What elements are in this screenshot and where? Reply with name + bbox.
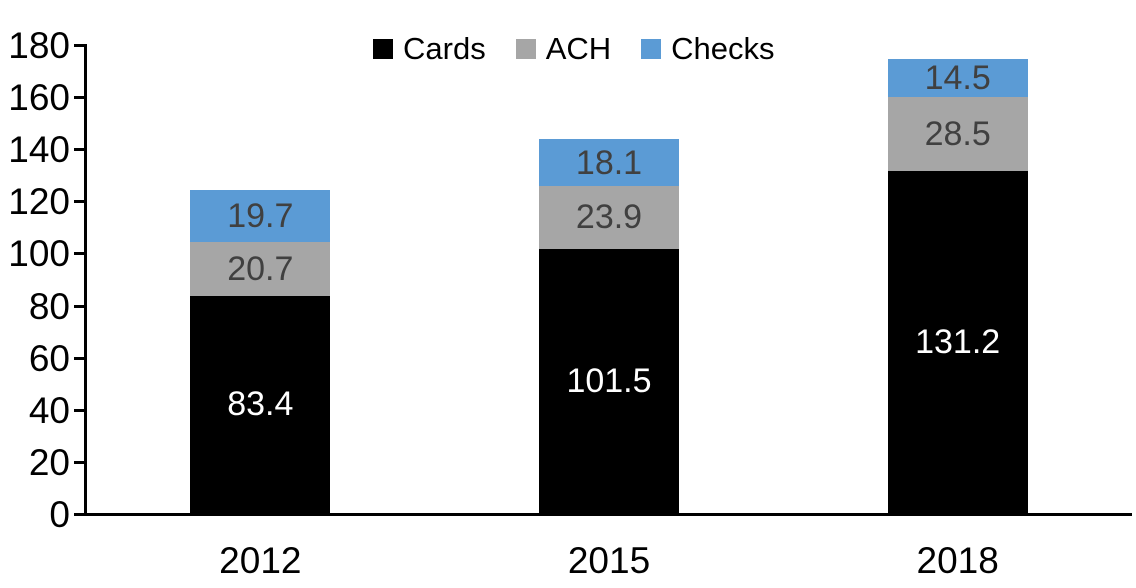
bar-value-label: 101.5	[566, 361, 652, 400]
y-tick	[74, 460, 84, 464]
y-tick-label: 60	[28, 337, 70, 379]
bar-value-label: 23.9	[575, 198, 643, 237]
bar-segment-ach-2015: 23.9	[539, 186, 679, 249]
legend-item-ach: ACH	[515, 31, 612, 66]
legend-swatch-cards	[373, 38, 393, 59]
legend-label-checks: Checks	[671, 31, 775, 66]
bar-value-label: 14.5	[924, 58, 991, 97]
y-tick-label: 180	[8, 25, 70, 66]
legend: Cards ACH Checks	[373, 33, 775, 64]
y-tick-label: 120	[8, 181, 70, 223]
bar-segment-checks-2015: 18.1	[539, 139, 679, 187]
bar-value-label: 20.7	[227, 249, 294, 288]
bar-value-label: 28.5	[924, 115, 991, 154]
bar-segment-checks-2018: 14.5	[887, 58, 1028, 97]
bar-value-label: 19.7	[227, 197, 294, 236]
y-tick-label: 160	[8, 77, 70, 119]
y-tick	[74, 96, 84, 100]
y-tick-label: 140	[8, 129, 70, 171]
bar-segment-ach-2012: 20.7	[190, 241, 331, 296]
bar-value-label: 83.4	[227, 385, 294, 424]
y-tick-label: 40	[28, 389, 70, 431]
y-tick	[74, 356, 84, 360]
legend-swatch-checks	[641, 38, 662, 59]
y-tick	[74, 513, 84, 516]
y-axis-line	[84, 44, 87, 516]
bar-value-label: 131.2	[915, 323, 1001, 362]
y-tick	[74, 304, 84, 308]
x-axis-label-2015: 2015	[567, 540, 651, 581]
y-tick	[74, 148, 84, 152]
bar-segment-cards-2012: 83.4	[190, 295, 331, 513]
bar-segment-checks-2012: 19.7	[190, 190, 331, 242]
y-tick-label: 0	[49, 494, 70, 535]
legend-item-checks: Checks	[641, 31, 775, 66]
bar-segment-cards-2018: 131.2	[887, 171, 1028, 513]
y-tick-label: 20	[28, 441, 70, 483]
y-tick	[74, 44, 84, 47]
bar-segment-ach-2018: 28.5	[887, 96, 1028, 172]
x-axis-label-2018: 2018	[916, 540, 999, 581]
y-tick-label: 80	[28, 285, 70, 327]
y-tick	[74, 200, 84, 204]
x-axis-line	[84, 513, 1132, 516]
bar-value-label: 18.1	[575, 143, 643, 182]
y-tick-label: 100	[8, 233, 70, 275]
legend-label-cards: Cards	[403, 31, 486, 66]
legend-label-ach: ACH	[545, 31, 612, 66]
x-axis-label-2012: 2012	[219, 540, 302, 581]
legend-swatch-ach	[515, 38, 536, 59]
legend-item-cards: Cards	[373, 33, 486, 64]
bar-segment-cards-2015: 101.5	[539, 248, 679, 513]
y-tick	[74, 252, 84, 256]
y-tick	[74, 408, 84, 412]
